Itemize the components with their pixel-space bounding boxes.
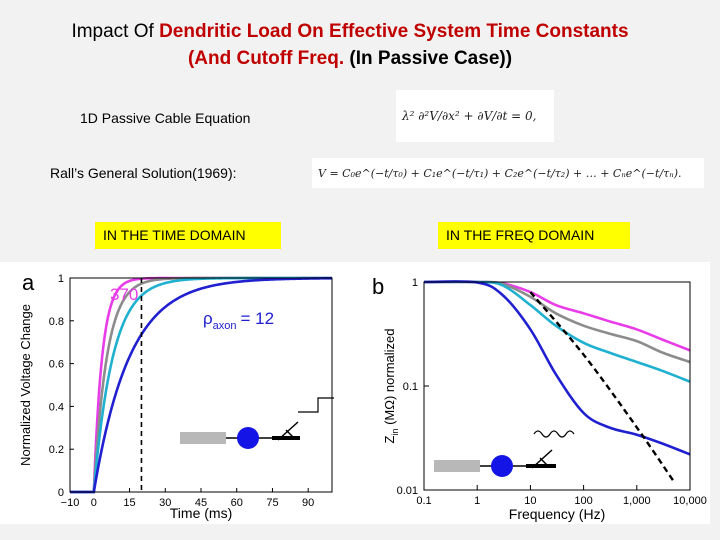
chart-a-ytick-label: 1 bbox=[58, 273, 64, 285]
chart-b-panel-label: b bbox=[372, 274, 384, 299]
chart-b-xtick-label: 1,000 bbox=[623, 495, 651, 507]
chart-a-xtick-label: 90 bbox=[302, 497, 314, 509]
chart-a-ytick-label: 0.4 bbox=[49, 401, 64, 413]
chart-b-series-12 bbox=[423, 280, 691, 456]
soma bbox=[237, 427, 259, 449]
axon-cable bbox=[434, 460, 480, 472]
cable-equation-label: 1D Passive Cable Equation bbox=[80, 110, 251, 126]
chart-b-xtick-label: 1 bbox=[474, 495, 480, 507]
page-title: Impact Of Dendritic Load On Effective Sy… bbox=[0, 18, 700, 72]
cable-equation: λ² ∂²V/∂x² + ∂V/∂t = 0, bbox=[396, 90, 554, 142]
chart-a-neuron-schematic bbox=[180, 397, 334, 449]
chart-b-xtick-label: 0.1 bbox=[416, 495, 431, 507]
chart-a-ylabel: Normalized Voltage Change bbox=[18, 304, 33, 466]
chart-a-ytick-label: 0.6 bbox=[49, 359, 64, 371]
chart-a-xtick-label: −10 bbox=[61, 497, 80, 509]
soma bbox=[491, 455, 513, 477]
chart-b-xtick-label: 10,000 bbox=[673, 495, 707, 507]
chart-a-background bbox=[0, 262, 346, 524]
title-prefix: Impact Of bbox=[71, 21, 160, 42]
chart-a-xtick-label: 60 bbox=[231, 497, 243, 509]
chart-a-xtick-label: 45 bbox=[195, 497, 207, 509]
chart-a-ytick-label: 0 bbox=[58, 487, 64, 499]
title-suffix: (In Passive Case)) bbox=[344, 48, 513, 69]
chart-b-plot-frame bbox=[423, 281, 691, 491]
cable-equation-text: λ² ∂²V/∂x² + ∂V/∂t = 0, bbox=[402, 109, 537, 123]
rall-equation-text: V = C₀e^(−t/τ₀) + C₁e^(−t/τ₁) + C₂e^(−t/… bbox=[318, 166, 682, 180]
chart-b-ytick-label: 0.01 bbox=[397, 485, 418, 497]
chart-a-panel-label: a bbox=[22, 270, 35, 295]
time-domain-banner: IN THE TIME DOMAIN bbox=[95, 222, 281, 249]
chart-a-xtick-label: 75 bbox=[266, 497, 278, 509]
freq-domain-banner: IN THE FREQ DOMAIN bbox=[438, 222, 630, 249]
title-highlight-2: (And Cutoff Freq. bbox=[187, 48, 345, 69]
chart-b-series-ref-slope bbox=[529, 291, 675, 483]
rall-solution-label: Rall’s General Solution(1969): bbox=[50, 165, 237, 181]
chart-a-xtick-label: 0 bbox=[91, 497, 97, 509]
chart-a-xtick-label: 15 bbox=[123, 497, 135, 509]
chart-a-ytick-label: 0.2 bbox=[49, 444, 64, 456]
chart-b-ytick-label: 1 bbox=[412, 277, 418, 289]
chart-b-background bbox=[346, 262, 710, 524]
chart-a-series-12 bbox=[70, 276, 333, 494]
rho-subscript: axon bbox=[213, 320, 237, 332]
rall-equation: V = C₀e^(−t/τ₀) + C₁e^(−t/τ₁) + C₂e^(−t/… bbox=[312, 158, 704, 188]
freq-domain-chart: b Zin (MΩ) normalized Frequency (Hz) 0.1… bbox=[346, 262, 710, 524]
chart-b-xtick-label: 10 bbox=[524, 495, 536, 507]
sine-stimulus bbox=[533, 430, 575, 438]
step-stimulus bbox=[298, 397, 334, 413]
chart-a-xlabel: Time (ms) bbox=[170, 505, 232, 521]
chart-a-annotation-rho: ρaxon = 12 bbox=[203, 309, 274, 332]
chart-b-neuron-schematic bbox=[434, 430, 575, 477]
chart-b-ylabel: Zin (MΩ) normalized bbox=[382, 329, 400, 444]
chart-a-xtick-label: 30 bbox=[159, 497, 171, 509]
time-domain-chart: a Normalized Voltage Change Time (ms) −1… bbox=[0, 262, 346, 524]
chart-a-annotation-370: 370 bbox=[110, 285, 138, 304]
title-highlight: Dendritic Load On Effective System Time … bbox=[159, 21, 629, 42]
chart-a-ytick-label: 0.8 bbox=[49, 316, 64, 328]
rho-value: = 12 bbox=[241, 309, 275, 328]
ylabel-z: Z bbox=[382, 435, 397, 443]
axon-cable bbox=[180, 432, 226, 444]
rho-symbol: ρ bbox=[203, 309, 213, 328]
chart-b-xlabel: Frequency (Hz) bbox=[509, 506, 605, 522]
chart-b-ytick-label: 0.1 bbox=[403, 381, 418, 393]
ylabel-rest: (MΩ) normalized bbox=[382, 329, 397, 429]
electrode-tip-2 bbox=[539, 457, 549, 467]
chart-a-plot-frame bbox=[69, 277, 333, 493]
ylabel-subscript: in bbox=[390, 429, 400, 436]
electrode-tip-2 bbox=[285, 429, 295, 439]
chart-b-xtick-label: 100 bbox=[574, 495, 592, 507]
